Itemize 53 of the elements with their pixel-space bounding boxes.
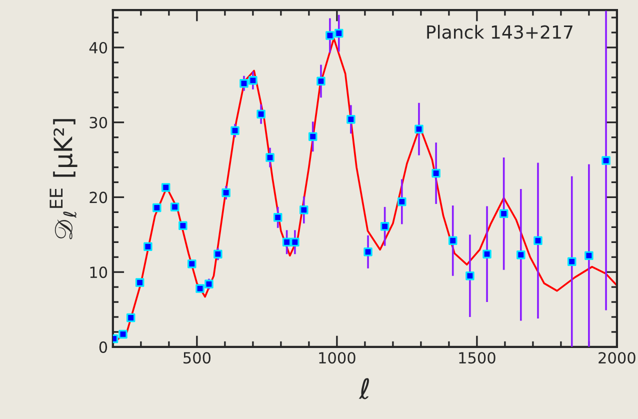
point (567, 257, 576, 266)
annotation: Planck 143+217 (427, 24, 572, 39)
point (334, 28, 344, 38)
point (214, 250, 222, 258)
point (516, 250, 526, 260)
y-tick-label: 40 (89, 42, 108, 54)
point (414, 124, 424, 134)
point (398, 197, 406, 206)
point (204, 280, 214, 288)
point (584, 251, 594, 260)
point (290, 238, 300, 246)
y-tick-label: 0 (99, 341, 108, 353)
y-tick-label: 30 (90, 116, 108, 128)
y-tick-label: 20 (90, 192, 108, 204)
point (300, 206, 308, 214)
point (152, 203, 162, 212)
point (380, 222, 390, 231)
point (466, 271, 474, 280)
point (144, 242, 152, 251)
x-tick-label: 1000 (319, 352, 356, 364)
y-axis-title: 𝒟$_{ℓ}$$^{EE}$ [μK²] (50, 119, 78, 240)
point (326, 31, 334, 40)
point (256, 110, 266, 118)
point (432, 168, 440, 178)
point (602, 156, 610, 165)
point (118, 330, 128, 339)
x-tick-label: 1500 (459, 352, 496, 364)
point (178, 221, 188, 230)
point (240, 79, 248, 88)
point (308, 132, 318, 141)
point (170, 202, 180, 212)
point (126, 313, 136, 322)
x-axis-title: ℓ (358, 378, 369, 400)
point (266, 153, 274, 162)
point (188, 259, 196, 268)
point (346, 114, 356, 124)
point (222, 188, 230, 198)
point (273, 213, 282, 222)
point (364, 247, 372, 256)
point (230, 126, 240, 135)
point (248, 76, 258, 85)
y-tick-label: 10 (90, 266, 108, 278)
x-tick-label: 500 (184, 352, 210, 364)
point (499, 209, 508, 218)
point (282, 238, 292, 246)
point (135, 278, 144, 287)
x-tick-label: 2000 (598, 352, 636, 364)
point (316, 76, 326, 86)
point (534, 236, 542, 246)
point (482, 250, 492, 258)
point (448, 236, 458, 246)
point (161, 183, 170, 192)
point (196, 284, 204, 293)
